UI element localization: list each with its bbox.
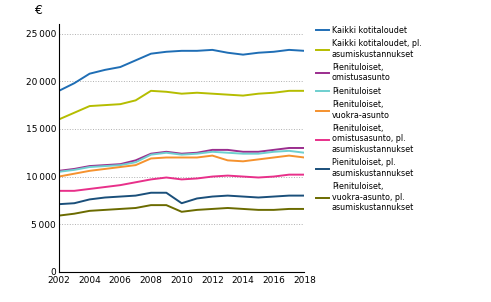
- Legend: Kaikki kotitaloudet, Kaikki kotitaloudet, pl.
asumiskustannukset, Pienituloiset,: Kaikki kotitaloudet, Kaikki kotitaloudet…: [316, 26, 422, 212]
- Text: €: €: [34, 4, 42, 17]
